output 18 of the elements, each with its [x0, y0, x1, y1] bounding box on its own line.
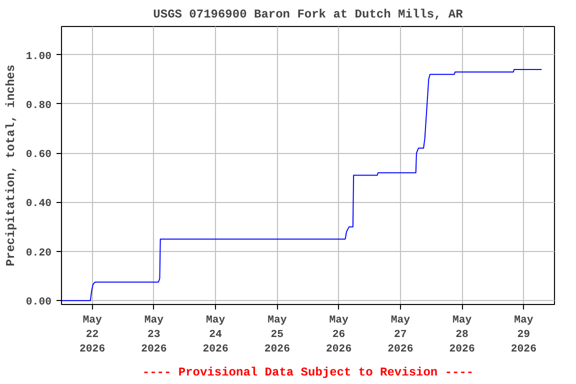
y-axis-title: Precipitation, total, inches	[4, 64, 18, 266]
x-tick-label: May 23 2026	[141, 314, 167, 356]
x-tick-label: May 27 2026	[388, 314, 414, 356]
x-tick-label: May 26 2026	[326, 314, 352, 356]
x-tick-label: May 28 2026	[449, 314, 475, 356]
x-tick-label: May 24 2026	[202, 314, 228, 356]
y-tick-label: 0.60	[26, 149, 52, 162]
x-tick-label: May 25 2026	[264, 314, 290, 356]
y-tick-label: 0.40	[26, 198, 52, 210]
chart-title: USGS 07196900 Baron Fork at Dutch Mills, AR	[153, 8, 464, 22]
y-tick-label: 0.80	[26, 100, 52, 112]
line-series	[62, 69, 542, 302]
y-tick-label: 1.00	[26, 50, 52, 63]
text: ---- Provisional Data Subject to Revision ----	[142, 366, 474, 380]
x-tick-label: May 22 2026	[80, 314, 106, 356]
y-tick-label: 0.00	[26, 296, 52, 309]
y-tick-label: 0.20	[26, 247, 52, 260]
x-tick-label: May 29 2026	[510, 314, 536, 356]
